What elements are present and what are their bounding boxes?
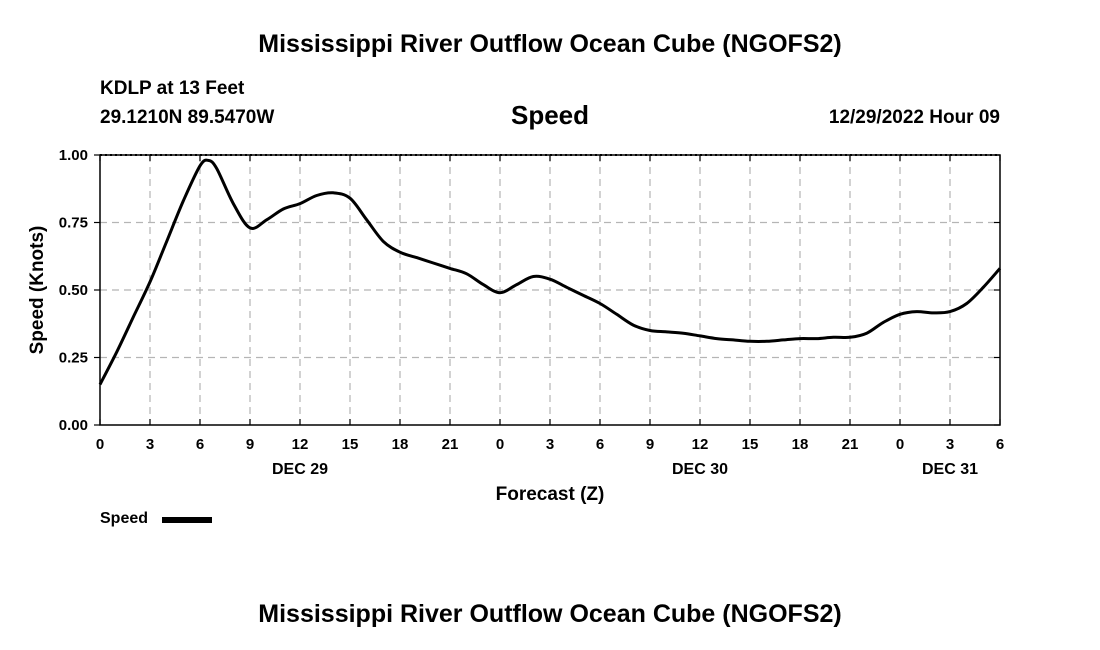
y-tick-label: 0.00 <box>59 417 88 434</box>
y-axis-label: Speed (Knots) <box>27 226 48 355</box>
y-tick-label: 0.25 <box>59 350 88 367</box>
y-tick-label: 0.50 <box>59 282 88 299</box>
x-tick-label: 6 <box>996 436 1004 453</box>
chart-variable-name: Speed <box>510 100 590 130</box>
axis-ticks: 0 3 6 9 12 15 18 21 0 3 6 9 12 15 18 21 0 3 6 0.00 0.25 0.50 0… <box>59 147 1004 478</box>
y-tick-label: 0.75 <box>59 215 88 232</box>
x-date-label: DEC 29 <box>272 461 328 478</box>
footer-title: Mississippi River Outflow Ocean Cube (NG… <box>258 600 842 628</box>
chart-title: Mississippi River Outflow Ocean Cube (NG… <box>258 30 842 58</box>
series-line-speed <box>98 158 1002 386</box>
station-coordinates: 29.1210N 89.5470W <box>100 107 275 128</box>
x-date-label: DEC 31 <box>922 461 978 478</box>
x-tick-label: 18 <box>392 436 409 453</box>
series-layer <box>98 158 1002 386</box>
grid <box>100 155 1000 425</box>
forecast-datetime: 12/29/2022 Hour 09 <box>828 107 1000 128</box>
x-tick-label: 15 <box>742 436 759 453</box>
x-tick-label: 3 <box>946 436 954 453</box>
y-tick-label: 1.00 <box>59 147 88 164</box>
legend-label: Speed <box>100 510 149 527</box>
x-tick-label: 15 <box>342 436 359 453</box>
x-tick-label: 6 <box>196 436 204 453</box>
x-tick-label: 9 <box>246 436 254 453</box>
x-tick-label: 3 <box>546 436 554 453</box>
x-tick-label: 21 <box>842 436 859 453</box>
x-tick-label: 21 <box>442 436 459 453</box>
x-tick-label: 12 <box>292 436 309 453</box>
x-tick-label: 3 <box>146 436 154 453</box>
x-tick-label: 6 <box>596 436 604 453</box>
x-tick-label: 9 <box>646 436 654 453</box>
x-tick-label: 0 <box>896 436 904 453</box>
x-axis-label: Forecast (Z) <box>496 484 605 505</box>
station-label: KDLP at 13 Feet <box>100 78 245 99</box>
x-tick-label: 18 <box>792 436 809 453</box>
x-tick-label: 0 <box>96 436 104 453</box>
x-date-label: DEC 30 <box>672 461 728 478</box>
x-tick-label: 0 <box>496 436 504 453</box>
x-tick-label: 12 <box>692 436 709 453</box>
